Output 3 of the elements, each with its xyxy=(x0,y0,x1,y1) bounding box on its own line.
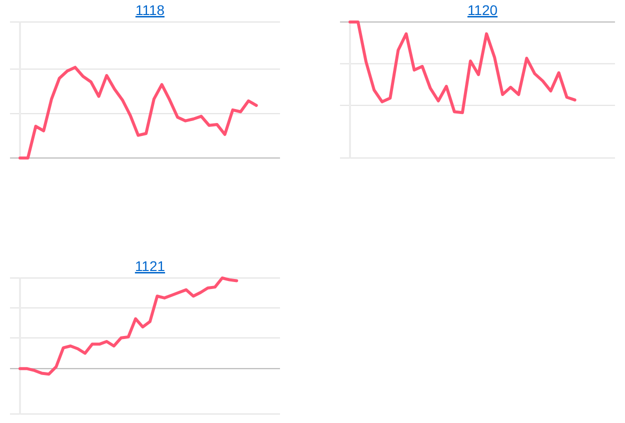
chart-title: 1121 xyxy=(134,258,166,274)
chart-title: 1118 xyxy=(135,2,165,18)
chart-title: 1120 xyxy=(467,2,498,18)
